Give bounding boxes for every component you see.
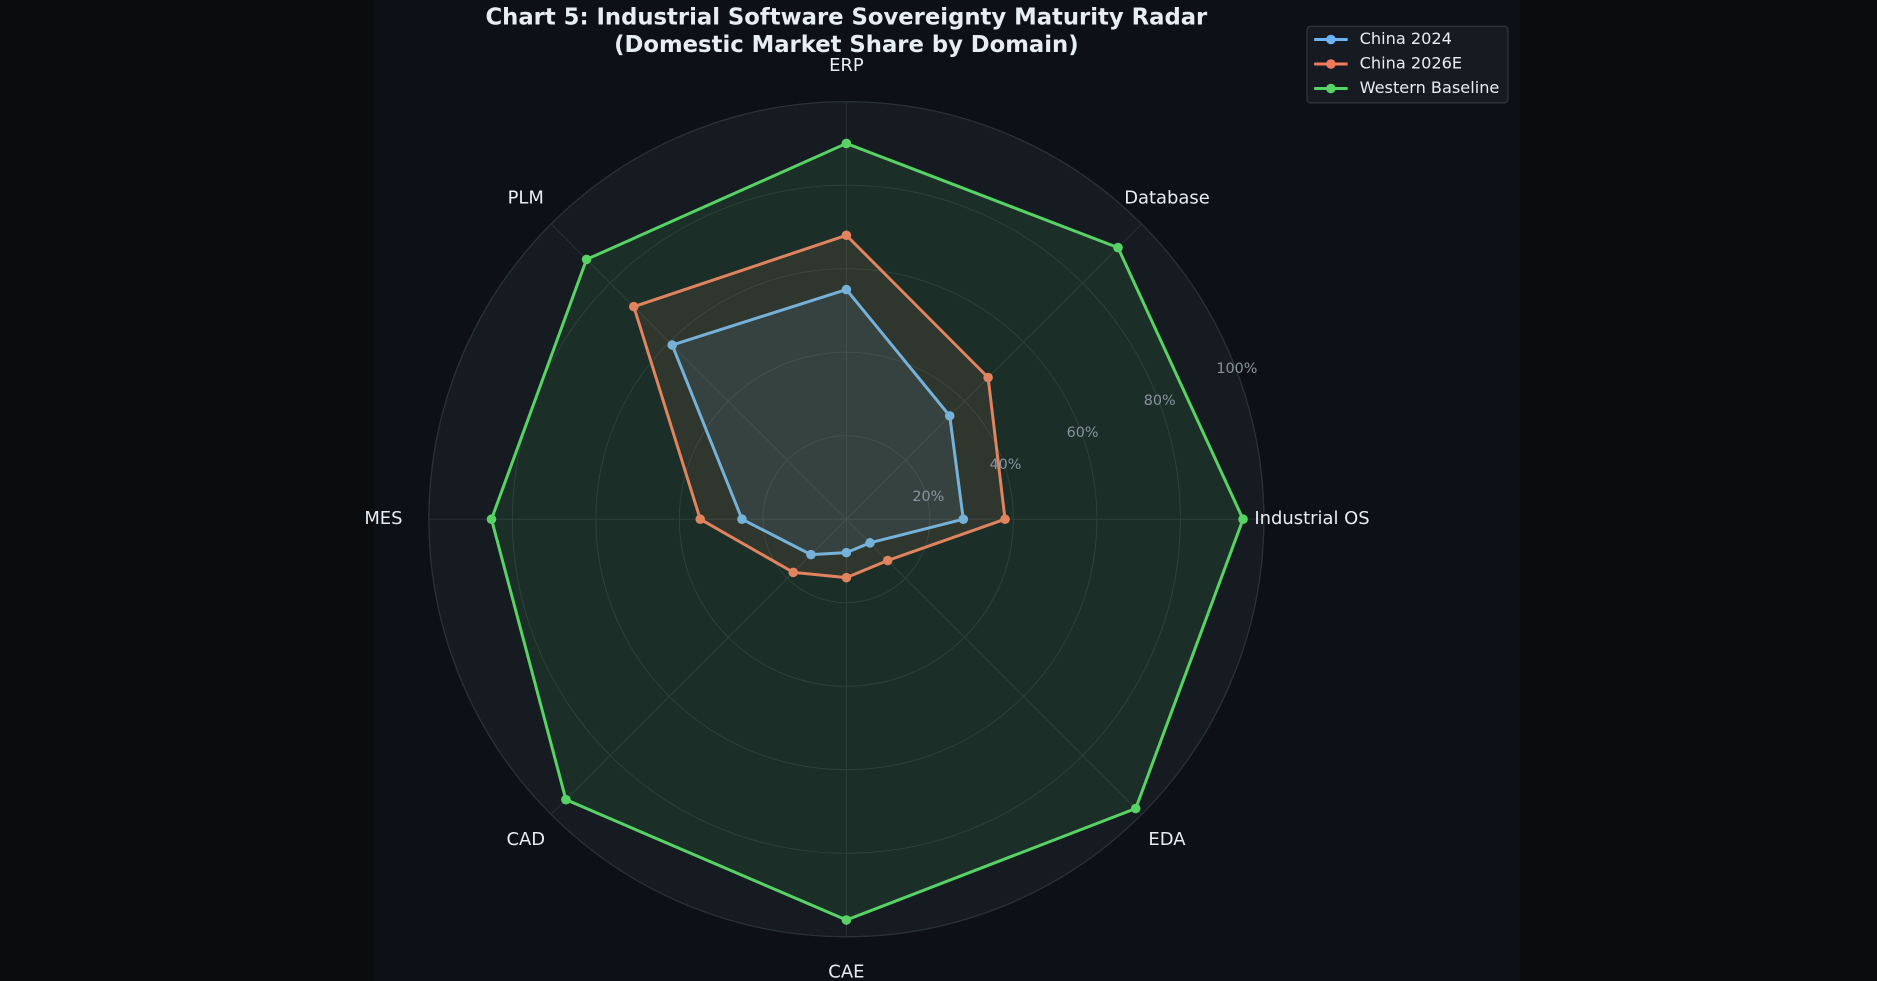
r-tick-label: 40% [990,457,1022,473]
series-point [788,567,799,578]
series-point [486,514,497,524]
series-point [561,794,571,805]
legend: China 2024 China 2026E Western Baseline [1306,25,1509,104]
chart-title: Chart 5: Industrial Software Sovereignty… [486,4,1209,30]
series-point [581,254,592,265]
series-point [1130,803,1141,814]
series-point [841,230,852,241]
r-tick-label: 80% [1144,393,1176,409]
legend-box [1306,25,1509,104]
series-point [841,572,852,583]
legend-label: China 2026E [1360,54,1463,73]
category-label: ERP [829,55,864,76]
series-point [1238,514,1248,524]
category-label: CAD [506,829,545,850]
legend-marker [1326,34,1336,45]
series-area [672,289,964,555]
category-label: MES [364,508,402,529]
grid-spoke [846,223,1142,520]
series-point [841,138,852,149]
series-point [737,514,747,524]
series-point [983,372,993,383]
legend-marker [1326,83,1336,94]
category-label: Industrial OS [1254,508,1369,529]
series-point [841,915,852,925]
r-tick-label: 100% [1216,361,1257,377]
category-label: EDA [1148,829,1186,850]
series-point [1113,242,1123,253]
series-point [629,301,639,312]
series-point [841,547,852,558]
series-point [841,284,852,295]
legend-label: Western Baseline [1360,78,1500,97]
series-point [882,555,893,566]
grid-spoke [550,223,847,520]
series-area [633,235,1006,578]
grid-spoke [846,518,1142,815]
series-point [958,514,969,524]
series-point [865,538,875,548]
series-point [667,340,677,350]
r-tick-label: 60% [1067,425,1099,441]
series-point [944,411,955,421]
category-label: CAE [828,962,864,981]
series-area [491,143,1244,921]
series-point [695,514,706,524]
legend-label: China 2024 [1360,29,1452,48]
category-label: PLM [508,188,544,209]
chart-subtitle: (Domestic Market Share by Domain) [614,32,1078,58]
series-point [806,549,816,560]
legend-marker [1326,59,1336,69]
series-point [1000,514,1010,524]
grid-spoke [550,518,847,815]
r-tick-label: 20% [912,489,944,505]
category-label: Database [1124,188,1210,209]
